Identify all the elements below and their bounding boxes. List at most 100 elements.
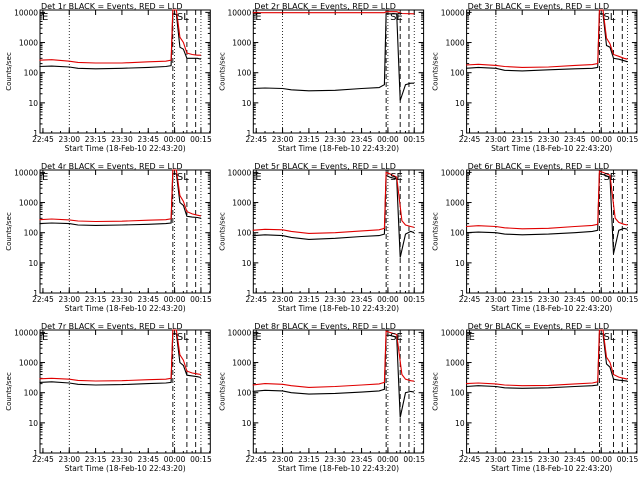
x-tick-label: 22:45 [32,135,54,144]
x-axis-label: Start Time (18-Feb-10 22:43:20) [491,144,612,153]
y-tick-label: 1000 [446,359,465,368]
x-axis-label: Start Time (18-Feb-10 22:43:20) [65,144,186,153]
panel-2: Det 2r BLACK = Events, RED = LLD 1 10 100 10… [218,2,425,153]
plot-frame [466,9,638,134]
y-tick-label: 1000 [232,39,251,48]
panel-1: Det 1r BLACK = Events, RED = LLD 1 10 100 10… [5,2,212,153]
y-tick-label: 100 [24,229,39,238]
x-tick-label: 00:15 [403,135,425,144]
series-events-line [39,13,202,70]
y-axis-label: Counts/sec [432,52,440,91]
series-lld-line [465,329,628,387]
y-axis-label: Counts/sec [5,372,13,411]
series-events-line [39,173,202,226]
x-axis-label: Start Time (18-Feb-10 22:43:20) [278,464,399,473]
y-tick-label: 1000 [232,359,251,368]
x-tick-label: 23:30 [324,455,346,464]
y-tick-label: 100 [450,69,465,78]
series-lld-line [39,169,202,223]
x-tick-label: 23:00 [485,295,507,304]
panel-9: Det 9r BLACK = Events, RED = LLD 1 10 100 10… [432,322,639,473]
x-tick-label: 23:45 [137,135,159,144]
panel-title: Det 5r BLACK = Events, RED = LLD [254,162,396,171]
plot-frame [466,329,638,454]
x-axis-label: Start Time (18-Feb-10 22:43:20) [65,464,186,473]
y-tick-label: 1000 [19,199,38,208]
annotation-label: SE [390,172,403,183]
y-tick-label: 100 [450,389,465,398]
series-events-line [465,173,628,254]
y-tick-label: 10 [455,259,465,268]
x-tick-label: 00:00 [377,455,399,464]
x-tick-label: 23:30 [324,135,346,144]
y-tick-label: 100 [237,69,252,78]
x-tick-label: 00:00 [164,455,186,464]
y-tick-label: 1 [460,449,465,458]
panel-title: Det 8r BLACK = Events, RED = LLD [254,322,396,331]
panel-4: Det 4r BLACK = Events, RED = LLD 1 10 100 10… [5,162,212,313]
plot-frame [39,9,211,134]
y-tick-label: 1000 [232,199,251,208]
y-tick-label: 10000 [441,168,465,177]
x-tick-label: 22:45 [245,135,267,144]
x-tick-label: 23:00 [58,135,80,144]
series-lld-line [39,329,201,382]
series-events-line [465,13,628,72]
y-tick-label: 1 [247,289,252,298]
x-tick-label: 23:45 [564,295,586,304]
x-tick-label: 23:30 [324,295,346,304]
x-tick-label: 22:45 [32,455,54,464]
x-tick-label: 23:00 [272,295,294,304]
y-tick-label: 1000 [446,39,465,48]
series-events-line [252,13,415,101]
x-tick-label: 00:15 [190,295,212,304]
x-tick-label: 22:45 [459,455,481,464]
y-tick-label: 10 [28,419,38,428]
y-axis-label: Counts/sec [218,372,226,411]
panel-title: Det 7r BLACK = Events, RED = LLD [41,322,183,331]
series-lld-line [252,330,415,388]
y-tick-label: 10 [28,99,38,108]
x-tick-label: 23:15 [298,135,320,144]
x-tick-label: 22:45 [459,295,481,304]
y-tick-label: 10000 [227,168,251,177]
series-events-line [465,333,628,389]
annotation-label: E [255,12,261,23]
y-tick-label: 10 [455,419,465,428]
x-axis-label: Start Time (18-Feb-10 22:43:20) [491,304,612,313]
panel-title: Det 9r BLACK = Events, RED = LLD [468,322,610,331]
y-tick-label: 1 [247,449,252,458]
panel-6: Det 6r BLACK = Events, RED = LLD 1 10 100 10… [432,162,639,313]
x-tick-label: 00:00 [164,295,186,304]
x-tick-label: 23:45 [351,135,373,144]
annotation-label: E [255,172,261,183]
y-tick-label: 10000 [227,8,251,17]
panel-title: Det 2r BLACK = Events, RED = LLD [254,2,396,11]
x-tick-label: 23:45 [137,295,159,304]
x-tick-label: 00:15 [190,455,212,464]
panel-title: Det 3r BLACK = Events, RED = LLD [468,2,610,11]
x-axis-label: Start Time (18-Feb-10 22:43:20) [65,304,186,313]
series-lld-line [465,9,628,68]
y-tick-label: 10 [28,259,38,268]
x-tick-label: 23:30 [111,135,133,144]
y-tick-label: 1 [33,289,38,298]
y-tick-label: 1 [247,129,252,138]
x-tick-label: 00:15 [617,455,639,464]
x-tick-label: 23:15 [85,295,107,304]
panel-5: Det 5r BLACK = Events, RED = LLD 1 10 100 10… [218,162,425,313]
x-tick-label: 23:15 [85,135,107,144]
annotation-label: SL [603,12,615,23]
y-tick-label: 10 [242,99,252,108]
panel-3: Det 3r BLACK = Events, RED = LLD 1 10 100 10… [432,2,639,153]
x-tick-label: 23:15 [298,295,320,304]
y-tick-label: 10000 [441,8,465,17]
y-axis-label: Counts/sec [5,52,13,91]
annotation-label: SE [390,12,403,23]
y-tick-label: 10 [242,419,252,428]
y-tick-label: 10000 [14,168,38,177]
x-tick-label: 23:15 [85,455,107,464]
x-tick-label: 00:15 [190,135,212,144]
x-tick-label: 00:00 [590,455,612,464]
x-tick-label: 23:30 [538,135,560,144]
